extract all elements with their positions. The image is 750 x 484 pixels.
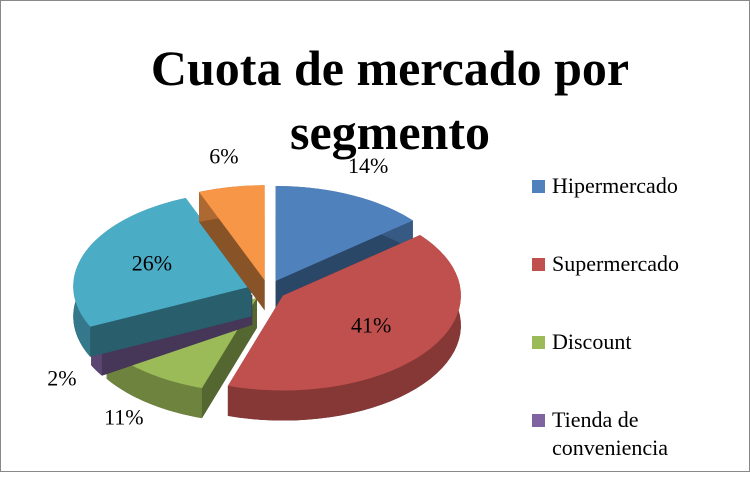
legend-label: Discount <box>552 329 632 354</box>
data-label: 41% <box>351 313 391 338</box>
slice-side <box>227 235 461 421</box>
legend-entry: Supermercado <box>532 250 742 328</box>
slice <box>227 235 461 421</box>
legend-label: Tienda de conveniencia <box>552 407 669 460</box>
legend-entry: Tienda de conveniencia <box>532 406 742 484</box>
legend-label: Supermercado <box>552 251 680 276</box>
legend-swatch <box>532 180 545 193</box>
data-label: 6% <box>209 143 238 168</box>
legend: Hipermercado Supermercado Discount Tienda d… <box>532 172 742 484</box>
page: {"chart_data": {"type": "pie3d", "title"… <box>0 0 750 472</box>
legend-label: Hipermercado <box>552 173 678 198</box>
chart-title: Cuota de mercado por segmento <box>150 40 630 160</box>
pie-chart: 14% 41% 11% 2% 26% 6% <box>47 143 461 429</box>
data-label: 14% <box>348 153 388 178</box>
legend-swatch <box>532 336 545 349</box>
data-label: 2% <box>47 366 76 391</box>
legend-swatch <box>532 258 545 271</box>
legend-entry: Discount <box>532 328 742 406</box>
slice-top <box>199 185 265 281</box>
legend-swatch <box>532 414 545 427</box>
data-label: 11% <box>104 404 144 429</box>
slice <box>199 185 265 311</box>
slice-side <box>106 348 202 419</box>
data-label: 26% <box>132 250 172 275</box>
slice-top <box>227 235 461 391</box>
slice-wall <box>90 286 252 357</box>
slice-wall <box>199 191 265 311</box>
legend-entry: Hipermercado <box>532 172 742 250</box>
slice-top <box>275 186 413 282</box>
